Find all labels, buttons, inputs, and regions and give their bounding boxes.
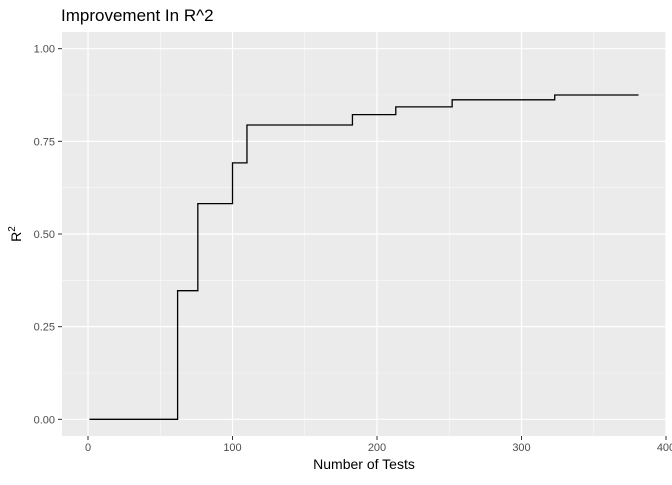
x-tick-label: 0	[85, 442, 91, 454]
r2-step-line	[89, 94, 639, 420]
y-axis-title-base: R	[8, 232, 24, 242]
x-tick-label: 200	[368, 442, 386, 454]
x-tick-label: 400	[657, 442, 672, 454]
y-axis-title-superscript: 2	[7, 226, 18, 232]
y-tick-label: 0.25	[34, 322, 55, 334]
y-tick-label: 0.00	[34, 414, 55, 426]
chart-title: Improvement In R^2	[61, 6, 214, 25]
x-axis-ticks: 0 100 200 300 400	[85, 436, 672, 454]
y-axis-title: R2	[7, 226, 24, 242]
x-tick-label: 100	[223, 442, 241, 454]
y-tick-label: 1.00	[34, 44, 55, 56]
y-tick-label: 0.50	[34, 229, 55, 241]
major-gridlines	[62, 32, 667, 436]
y-tick-label: 0.75	[34, 136, 55, 148]
x-axis-title: Number of Tests	[313, 456, 415, 472]
y-axis-ticks: 0.00 0.25 0.50 0.75 1.00	[34, 44, 62, 426]
x-tick-label: 300	[512, 442, 530, 454]
